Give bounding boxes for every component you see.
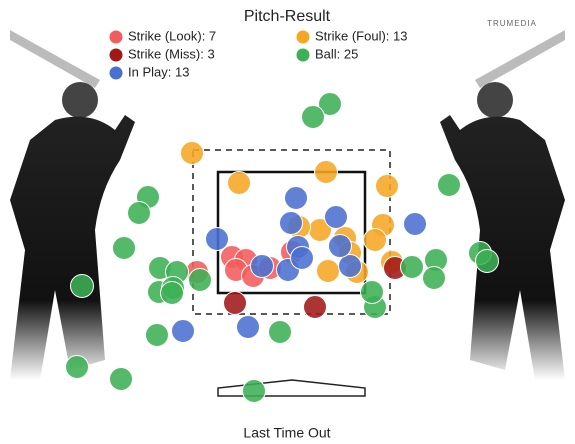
pitch-point [268, 320, 292, 344]
pitch-point [171, 319, 195, 343]
pitch-point [70, 274, 94, 298]
batter-right [440, 30, 565, 380]
pitch-point [65, 355, 89, 379]
legend-marker [296, 30, 310, 44]
legend-label: Strike (Look): 7 [128, 28, 216, 43]
legend-marker [109, 66, 123, 80]
pitch-point [324, 205, 348, 229]
pitch-point [360, 280, 384, 304]
pitch-point [205, 227, 229, 251]
pitch-point [145, 323, 169, 347]
batter-left [10, 30, 135, 380]
legend-marker [109, 48, 123, 62]
legend-label: Ball: 25 [315, 46, 358, 61]
points [65, 92, 499, 403]
pitch-point [223, 291, 247, 315]
pitch-point [338, 254, 362, 278]
pitch-point [437, 173, 461, 197]
pitch-point [227, 171, 251, 195]
pitch-point [303, 295, 327, 319]
pitch-point [403, 212, 427, 236]
legend-marker [296, 48, 310, 62]
legend: Strike (Look): 7 Strike (Foul): 13 Strike … [109, 28, 407, 80]
pitch-point [475, 249, 499, 273]
pitch-point [180, 141, 204, 165]
pitch-point [160, 281, 184, 305]
caption: Last Time Out [243, 425, 330, 441]
chart-title: Pitch-Result [244, 8, 331, 25]
pitch-point [318, 92, 342, 116]
pitch-point [316, 259, 340, 283]
pitch-point [127, 201, 151, 225]
pitch-point [279, 211, 303, 235]
legend-marker [109, 30, 123, 44]
pitch-point [188, 268, 212, 292]
pitch-point [284, 186, 308, 210]
legend-label: Strike (Foul): 13 [315, 28, 407, 43]
pitch-point [363, 228, 387, 252]
pitch-point [109, 367, 133, 391]
legend-label: Strike (Miss): 3 [128, 46, 215, 61]
pitch-point [112, 236, 136, 260]
pitch-point [314, 160, 338, 184]
pitch-point [250, 254, 274, 278]
legend-label: In Play: 13 [128, 64, 189, 79]
pitch-point [236, 315, 260, 339]
pitch-point [422, 266, 446, 290]
home-plate [217, 379, 366, 397]
pitch-point [328, 234, 352, 258]
pitch-point [375, 174, 399, 198]
pitch-point [301, 105, 325, 129]
pitch-point [242, 379, 266, 403]
logo: TRUMEDIA [487, 19, 537, 28]
pitch-point [400, 255, 424, 279]
pitch-point [290, 246, 314, 270]
